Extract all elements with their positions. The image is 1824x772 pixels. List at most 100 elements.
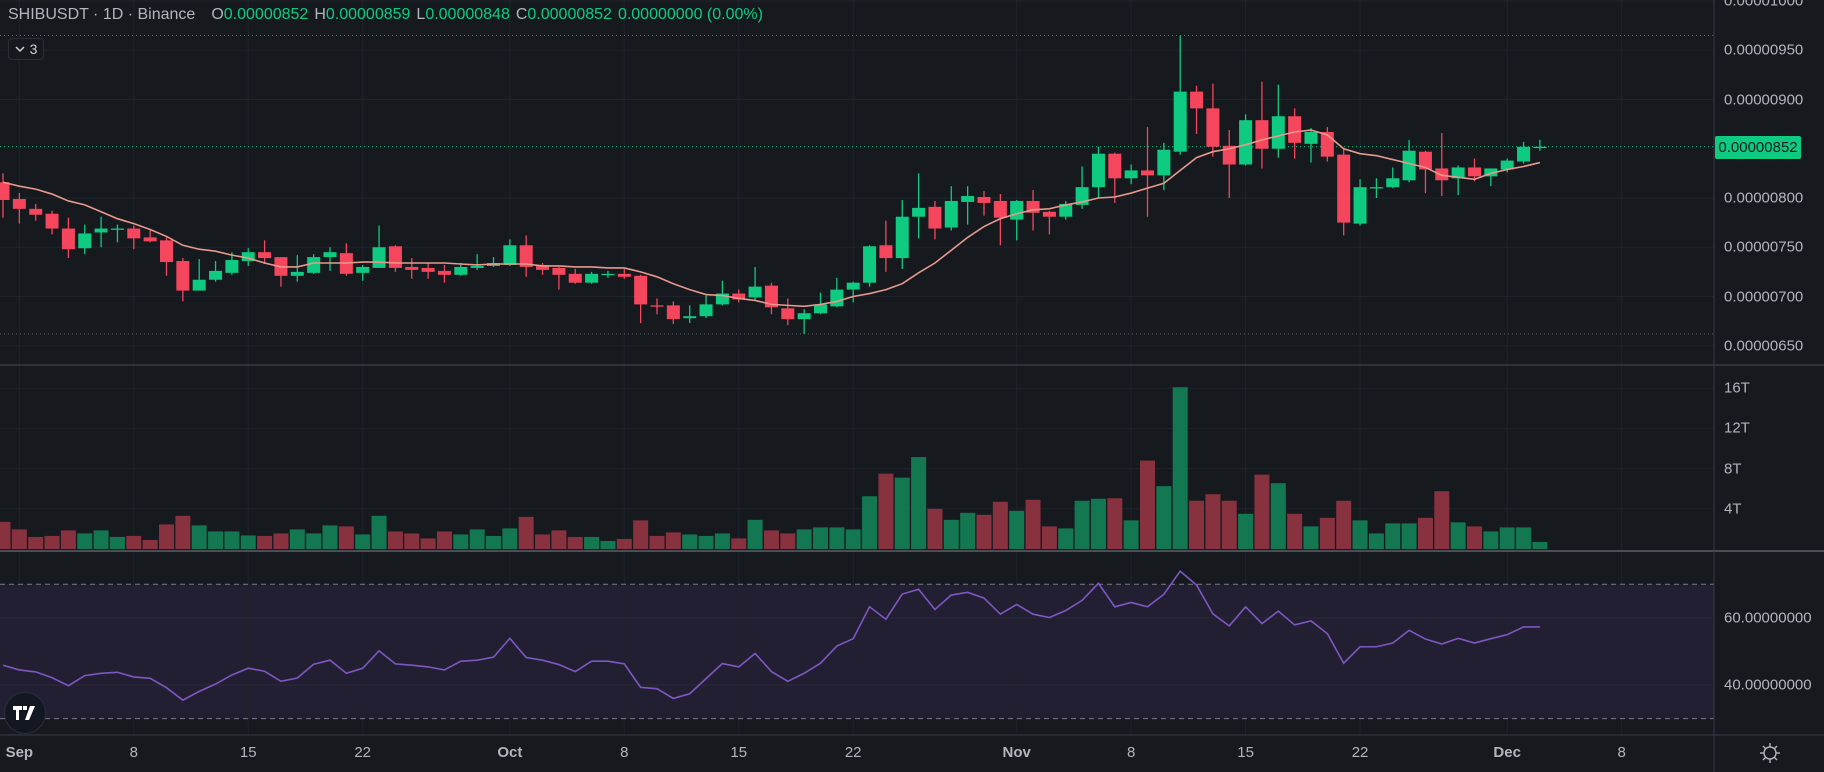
candle-body[interactable]: [454, 266, 468, 275]
candle-body[interactable]: [225, 260, 239, 273]
candle-body[interactable]: [1157, 149, 1171, 176]
candle-body[interactable]: [1108, 153, 1122, 179]
time-axis-label: Oct: [497, 744, 523, 761]
candle-body[interactable]: [699, 304, 713, 317]
volume-bar: [273, 533, 289, 549]
candle-body[interactable]: [94, 228, 108, 233]
candle-body[interactable]: [1353, 187, 1367, 224]
candle-body[interactable]: [1337, 154, 1351, 223]
candle-body[interactable]: [993, 200, 1007, 218]
candle-body[interactable]: [45, 213, 59, 229]
candle-body[interactable]: [846, 282, 860, 290]
candle-body[interactable]: [209, 270, 223, 280]
volume-bar: [1025, 499, 1041, 549]
candle-body[interactable]: [732, 293, 746, 300]
candle-body[interactable]: [1255, 120, 1269, 149]
price-axis-label: 0.00000750: [1724, 238, 1804, 256]
candle-body[interactable]: [1059, 203, 1073, 217]
candle-body[interactable]: [160, 240, 173, 263]
candle-body[interactable]: [388, 246, 402, 268]
candle-body[interactable]: [127, 228, 141, 239]
candle-body[interactable]: [568, 273, 582, 283]
candle-body[interactable]: [1124, 170, 1138, 179]
candle-body[interactable]: [650, 305, 664, 307]
candle-body[interactable]: [879, 245, 893, 259]
candle-body[interactable]: [585, 273, 599, 283]
candle-body[interactable]: [814, 304, 827, 314]
candle-body[interactable]: [1418, 151, 1432, 170]
candle-body[interactable]: [634, 275, 648, 305]
candle-body[interactable]: [1042, 211, 1056, 217]
candle-body[interactable]: [1173, 91, 1187, 152]
candle-body[interactable]: [405, 266, 419, 270]
candle-body[interactable]: [1435, 168, 1449, 181]
candle-body[interactable]: [1386, 178, 1400, 188]
candle-body[interactable]: [536, 264, 550, 270]
candle-body[interactable]: [1304, 132, 1318, 144]
candle-body[interactable]: [143, 237, 157, 242]
candle-body[interactable]: [1500, 160, 1514, 170]
candle-body[interactable]: [12, 198, 26, 209]
candle-body[interactable]: [1288, 116, 1302, 143]
candle-body[interactable]: [110, 228, 124, 230]
candle-body[interactable]: [1533, 146, 1547, 149]
candle-body[interactable]: [601, 273, 615, 276]
candle-body[interactable]: [764, 285, 778, 308]
candle-body[interactable]: [437, 270, 451, 275]
candle-body[interactable]: [1190, 91, 1204, 109]
candle-body[interactable]: [1369, 187, 1383, 189]
indicators-toggle-button[interactable]: 3: [8, 38, 44, 60]
candle-body[interactable]: [503, 245, 517, 265]
candle-body[interactable]: [61, 228, 75, 250]
candle-body[interactable]: [1271, 116, 1285, 149]
candle-body[interactable]: [912, 207, 926, 217]
candle-body[interactable]: [307, 257, 321, 273]
candle-body[interactable]: [715, 293, 729, 305]
candle-body[interactable]: [1402, 150, 1416, 181]
candle-body[interactable]: [323, 252, 337, 258]
candle-body[interactable]: [781, 308, 795, 320]
candle-body[interactable]: [1239, 120, 1253, 165]
candle-body[interactable]: [1222, 145, 1236, 165]
candle-body[interactable]: [372, 247, 386, 268]
candle-body[interactable]: [683, 316, 697, 319]
candle-body[interactable]: [797, 313, 811, 320]
symbol-title[interactable]: SHIBUSDT · 1D · Binance: [8, 6, 196, 23]
candle-body[interactable]: [470, 265, 484, 268]
candle-body[interactable]: [1026, 200, 1040, 213]
candle-body[interactable]: [944, 200, 958, 228]
candle-body[interactable]: [1141, 170, 1154, 176]
candle-body[interactable]: [1468, 167, 1481, 177]
candle-body[interactable]: [1517, 146, 1531, 162]
candle-body[interactable]: [421, 267, 435, 272]
candle-body[interactable]: [1010, 200, 1024, 220]
rsi-axis-label: 40.00000000: [1724, 676, 1812, 694]
candle-body[interactable]: [666, 305, 680, 320]
candle-body[interactable]: [78, 233, 92, 249]
candle-body[interactable]: [176, 261, 190, 291]
candle-body[interactable]: [290, 271, 304, 276]
candle-body[interactable]: [863, 246, 877, 283]
candle-body[interactable]: [241, 252, 255, 262]
candle-body[interactable]: [192, 279, 206, 291]
candle-body[interactable]: [1451, 167, 1465, 179]
candle-body[interactable]: [617, 273, 631, 277]
candle-body[interactable]: [519, 245, 533, 267]
candle-body[interactable]: [961, 196, 975, 202]
candle-body[interactable]: [258, 252, 272, 259]
candle-body[interactable]: [1091, 153, 1105, 188]
candle-body[interactable]: [356, 266, 370, 273]
candle-body[interactable]: [29, 208, 43, 215]
candle-body[interactable]: [1484, 168, 1498, 177]
candle-body[interactable]: [830, 289, 844, 307]
candle-body[interactable]: [977, 197, 991, 203]
candle-body[interactable]: [895, 216, 909, 259]
candle-body[interactable]: [552, 267, 566, 275]
candle-body[interactable]: [1206, 108, 1220, 147]
candle-body[interactable]: [928, 206, 942, 229]
candle-body[interactable]: [0, 182, 10, 200]
candle-body[interactable]: [748, 286, 762, 298]
gear-icon[interactable]: [1757, 740, 1783, 766]
tradingview-logo[interactable]: [4, 692, 46, 734]
